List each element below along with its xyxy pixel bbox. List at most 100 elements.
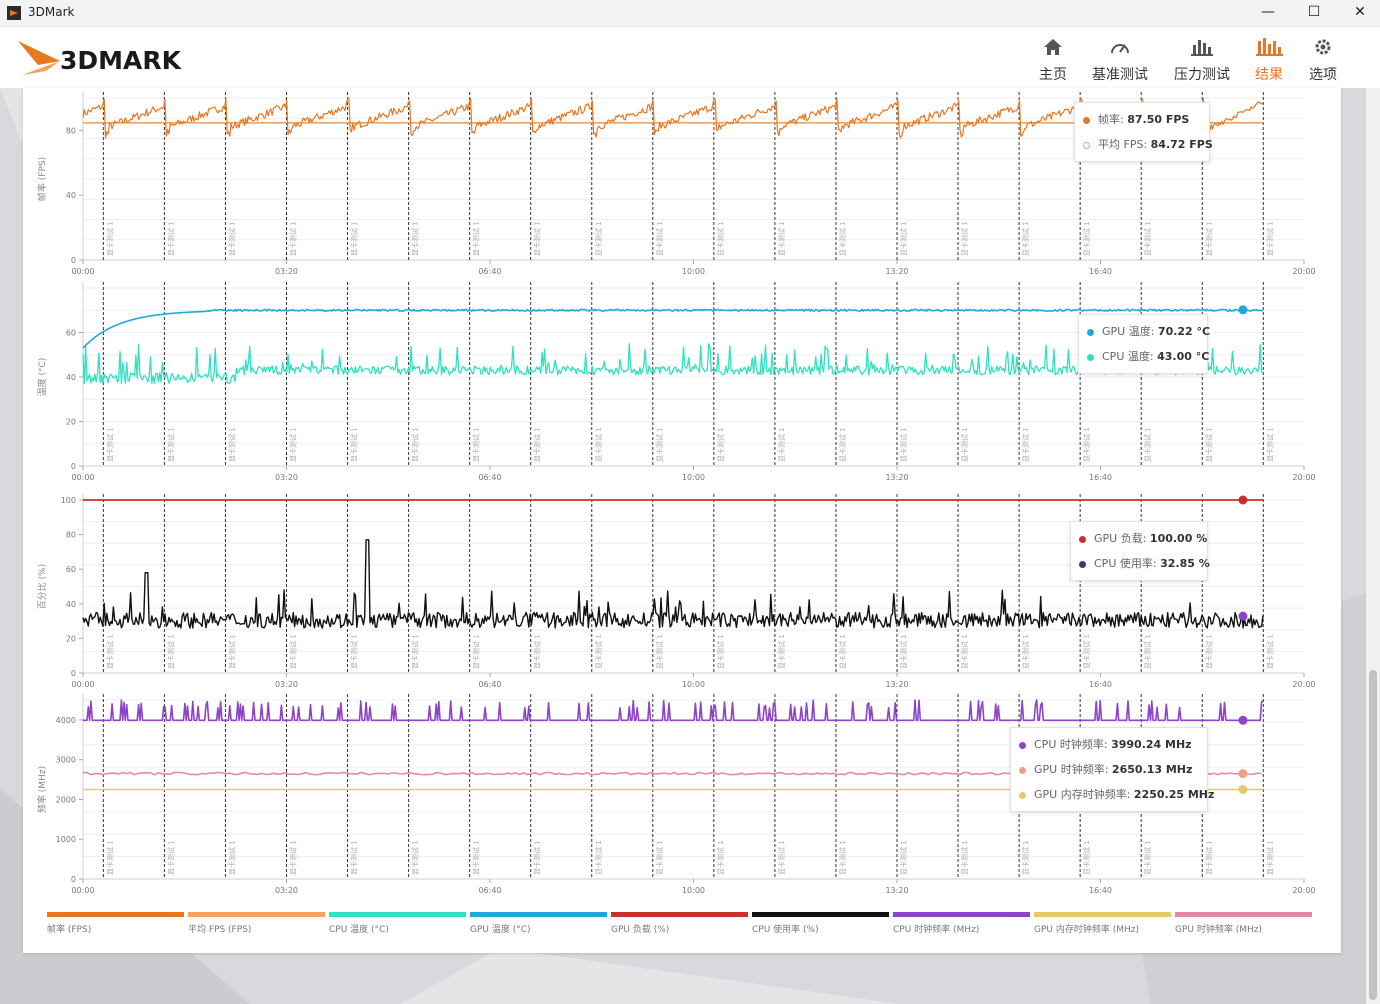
series-dot — [1019, 741, 1026, 749]
y-tick-label: 20 — [66, 418, 76, 427]
test-marker-label: 显卡测试 1 — [960, 840, 969, 875]
x-tick-label: 20:00 — [1292, 267, 1315, 276]
series-dot — [1087, 328, 1094, 336]
test-marker-label: 显卡测试 1 — [289, 427, 298, 462]
x-tick-label: 16:40 — [1089, 473, 1112, 482]
y-axis-label: 频率 (MHz) — [36, 766, 48, 813]
test-marker-label: 显卡测试 1 — [716, 634, 725, 669]
y-tick-label: 60 — [66, 329, 76, 338]
test-marker-label: 显卡测试 1 — [777, 221, 786, 256]
test-marker-label: 显卡测试 1 — [1021, 427, 1030, 462]
x-tick-label: 03:20 — [275, 267, 298, 276]
close-button[interactable]: ✕ — [1354, 4, 1366, 20]
tooltip-label: CPU 时钟频率 — [1034, 738, 1104, 751]
test-marker-label: 显卡测试 1 — [411, 634, 420, 669]
tooltip-fps: 帧率: 87.50 FPS 平均 FPS: 84.72 FPS — [1074, 102, 1213, 162]
nav-benchmarks[interactable]: 基准测试 — [1088, 27, 1152, 88]
nav-stress-tests[interactable]: 压力测试 — [1170, 27, 1234, 88]
nav-options[interactable]: 选项 — [1302, 27, 1344, 88]
test-marker-label: 显卡测试 1 — [777, 634, 786, 669]
test-marker-label: 显卡测试 1 — [899, 221, 908, 256]
legend-swatch — [1175, 912, 1312, 917]
legend-item-cpu-usage[interactable]: CPU 使用率 (%) — [752, 912, 889, 936]
legend-label: GPU 内存时钟频率 (MHz) — [1034, 925, 1139, 935]
test-marker-label: 显卡测试 1 — [716, 427, 725, 462]
legend-swatch — [329, 912, 466, 917]
test-marker-label: 显卡测试 1 — [1204, 221, 1213, 256]
tooltip-value: 32.85 % — [1160, 557, 1210, 570]
x-tick-label: 06:40 — [478, 473, 501, 482]
y-tick-label: 2000 — [56, 795, 76, 804]
legend-item-gpu-load[interactable]: GPU 负载 (%) — [611, 912, 748, 936]
y-tick-label: 40 — [66, 600, 76, 609]
test-marker-label: 显卡测试 1 — [1143, 221, 1152, 256]
tooltip-label: GPU 时钟频率 — [1034, 763, 1105, 776]
gauge-icon — [1111, 44, 1129, 54]
tooltip-row: GPU 温度: 70.22 °C — [1087, 319, 1210, 344]
test-marker-label: 显卡测试 1 — [1082, 634, 1091, 669]
x-tick-label: 13:20 — [885, 680, 908, 689]
y-tick-label: 20 — [66, 634, 76, 643]
nav-home[interactable]: 主页 — [1028, 27, 1078, 88]
legend-item-fps[interactable]: 帧率 (FPS) — [47, 912, 184, 936]
cpu-clock-end-dot — [1238, 715, 1248, 725]
chart-2[interactable]: 0 20 40 60 80 100 百分比 (%) 00:00 03:20 06:40 10:00 1… — [36, 494, 1316, 689]
test-marker-label: 显卡测试 1 — [960, 634, 969, 669]
vertical-scrollbar[interactable] — [1366, 88, 1380, 1004]
3dmark-logo[interactable]: 3DMARK — [16, 35, 216, 79]
legend-label: 帧率 (FPS) — [47, 925, 92, 935]
tooltip-value: 84.72 FPS — [1150, 138, 1213, 151]
test-marker-label: 显卡测试 1 — [777, 427, 786, 462]
y-axis-label: 百分比 (%) — [36, 564, 48, 609]
legend-item-gpu-mem-clock[interactable]: GPU 内存时钟频率 (MHz) — [1034, 912, 1171, 936]
legend-item-gpu-clock[interactable]: GPU 时钟频率 (MHz) — [1175, 912, 1312, 936]
chart-1[interactable]: 0 20 40 60 温度 (°C) 00:00 03:20 06:40 10:00 13:20 1… — [36, 282, 1316, 482]
test-marker-label: 显卡测试 1 — [350, 634, 359, 669]
nav-results[interactable]: 结果 — [1248, 27, 1290, 88]
legend-swatch — [1034, 912, 1171, 917]
legend-swatch — [188, 912, 325, 917]
scrollbar-thumb[interactable] — [1369, 670, 1377, 1000]
tooltip-row: CPU 温度: 43.00 °C — [1087, 344, 1209, 369]
x-tick-label: 00:00 — [71, 267, 94, 276]
legend-swatch — [47, 912, 184, 917]
y-tick-label: 1000 — [56, 835, 76, 844]
nav-stress-tests-label: 压力测试 — [1174, 67, 1230, 83]
minimize-button[interactable]: — — [1261, 4, 1275, 20]
x-tick-label: 20:00 — [1292, 473, 1315, 482]
tooltip-value: 3990.24 MHz — [1111, 738, 1192, 751]
legend-item-avg-fps[interactable]: 平均 FPS (FPS) — [188, 912, 325, 936]
x-tick-label: 06:40 — [478, 886, 501, 895]
gpu-clock-end-dot — [1238, 769, 1248, 779]
nav-options-label: 选项 — [1309, 67, 1337, 83]
legend-label: CPU 时钟频率 (MHz) — [893, 925, 980, 935]
x-tick-label: 03:20 — [275, 886, 298, 895]
test-marker-label: 显卡测试 1 — [289, 221, 298, 256]
test-marker-label: 显卡测试 1 — [227, 634, 236, 669]
cpu-usage-line — [82, 539, 1264, 629]
legend-item-cpu-clock[interactable]: CPU 时钟频率 (MHz) — [893, 912, 1030, 936]
tooltip-value: 2650.13 MHz — [1111, 763, 1193, 776]
maximize-button[interactable]: ☐ — [1307, 4, 1321, 20]
test-marker-label: 显卡测试 1 — [1082, 840, 1091, 875]
series-dot — [1083, 141, 1090, 149]
logo-text: 3DMARK — [60, 46, 183, 75]
cpu-temperature-line — [82, 343, 1264, 385]
test-marker-label: 显卡测试 1 — [838, 840, 847, 875]
legend-item-gpu-temp[interactable]: GPU 温度 (°C) — [470, 912, 607, 936]
x-tick-label: 13:20 — [885, 886, 908, 895]
x-tick-label: 16:40 — [1089, 680, 1112, 689]
test-marker-label: 显卡测试 1 — [350, 840, 359, 875]
y-tick-label: 60 — [66, 565, 76, 574]
x-tick-label: 00:00 — [71, 886, 94, 895]
test-marker-label: 显卡测试 1 — [1143, 634, 1152, 669]
test-marker-label: 显卡测试 1 — [166, 427, 175, 462]
y-tick-label: 0 — [71, 462, 76, 471]
legend-item-cpu-temp[interactable]: CPU 温度 (°C) — [329, 912, 466, 936]
test-marker-label: 显卡测试 1 — [655, 427, 664, 462]
gpu-temperature-end-dot — [1238, 305, 1248, 315]
x-tick-label: 10:00 — [682, 886, 705, 895]
tooltip-value: 100.00 % — [1149, 532, 1208, 545]
series-dot — [1079, 535, 1086, 543]
gear-icon — [1315, 39, 1331, 55]
